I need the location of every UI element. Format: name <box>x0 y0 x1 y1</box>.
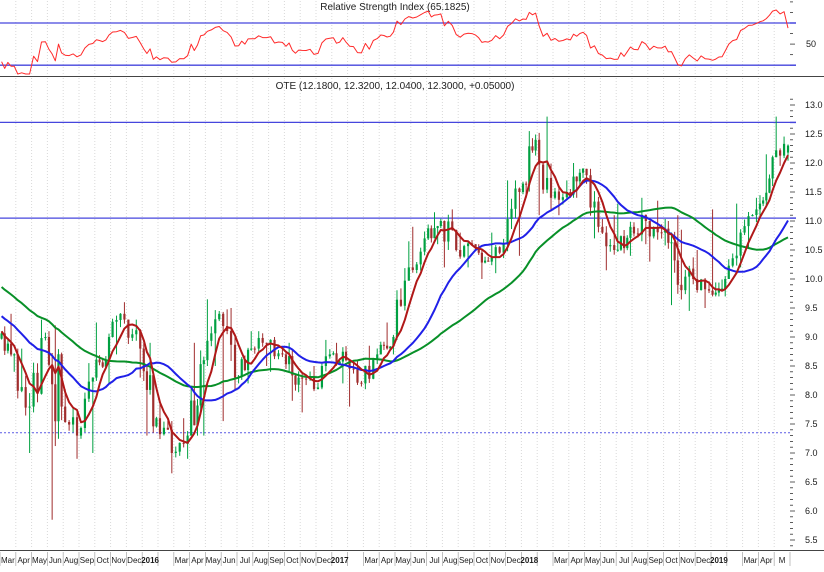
svg-text:11.5: 11.5 <box>805 187 822 197</box>
panel-separators <box>0 76 824 551</box>
x-axis-month-label: Aug <box>254 556 268 565</box>
candlesticks <box>0 116 790 520</box>
svg-text:8.0: 8.0 <box>805 390 818 400</box>
x-axis-month-label: Sep <box>459 556 474 565</box>
x-axis-month-label: Dec <box>127 556 141 565</box>
rsi-line <box>1 9 789 75</box>
x-axis-month-label: Aug <box>443 556 457 565</box>
rsi-level-lines <box>0 22 790 66</box>
x-axis-month-label: Nov <box>680 556 694 565</box>
x-axis-month-label: Oct <box>476 556 489 565</box>
svg-text:7.0: 7.0 <box>805 448 818 458</box>
x-axis-month-label: Oct <box>286 556 299 565</box>
x-axis-month-label: Dec <box>506 556 520 565</box>
svg-text:13.0: 13.0 <box>805 100 823 110</box>
x-axis-month-label: Oct <box>665 556 678 565</box>
svg-text:9.5: 9.5 <box>805 303 818 313</box>
svg-text:6.0: 6.0 <box>805 506 818 516</box>
svg-text:10.0: 10.0 <box>805 274 823 284</box>
x-axis-month-label: Mar <box>554 556 568 565</box>
x-axis-month-label: Apr <box>570 556 583 565</box>
svg-text:7.5: 7.5 <box>805 419 818 429</box>
x-axis-month-label: M <box>779 556 786 565</box>
x-axis-month-label: May <box>32 556 47 565</box>
x-axis-year-label: 2018 <box>520 556 538 565</box>
x-axis-month-label: Mar <box>1 556 15 565</box>
x-axis-year-label: 2019 <box>710 556 728 565</box>
ma-medium-line <box>0 179 789 402</box>
x-axis-month-label: Sep <box>649 556 664 565</box>
ma-fast-line <box>0 154 789 444</box>
ma-medium <box>0 179 789 402</box>
rsi-indicator <box>1 9 789 75</box>
svg-text:8.5: 8.5 <box>805 361 818 371</box>
x-axis-month-label: May <box>585 556 600 565</box>
x-axis-month-label: Apr <box>17 556 30 565</box>
x-axis-month-label: Nov <box>301 556 315 565</box>
x-axis-month-label: Jun <box>223 556 236 565</box>
x-axis-year-label: 2017 <box>331 556 349 565</box>
x-axis-month-label: Jul <box>429 556 439 565</box>
x-axis-month-label: Jul <box>619 556 629 565</box>
x-axis-month-label: May <box>206 556 221 565</box>
x-axis-month-label: Jul <box>240 556 250 565</box>
x-axis-month-label: Aug <box>633 556 647 565</box>
svg-text:5.5: 5.5 <box>805 535 818 545</box>
date-axis: Mar Apr May Jun Aug Sep Oct Nov Dec 2016 Mar Apr May… <box>0 552 791 566</box>
x-axis-month-label: Dec <box>317 556 331 565</box>
x-axis-month-label: Oct <box>96 556 109 565</box>
svg-text:12.0: 12.0 <box>805 158 823 168</box>
x-axis-month-label: Apr <box>191 556 204 565</box>
x-axis-month-label: Jun <box>602 556 615 565</box>
x-axis-month-label: Mar <box>175 556 189 565</box>
x-axis-month-label: Dec <box>696 556 710 565</box>
svg-text:10.5: 10.5 <box>805 245 823 255</box>
x-axis-month-label: Apr <box>381 556 394 565</box>
svg-text:12.5: 12.5 <box>805 129 823 139</box>
x-axis-month-label: Mar <box>364 556 378 565</box>
x-axis-month-label: Nov <box>491 556 505 565</box>
svg-text:9.0: 9.0 <box>805 332 818 342</box>
x-axis-year-label: 2016 <box>141 556 159 565</box>
price-level-lines <box>0 121 790 434</box>
rsi-axis: 50 <box>790 1 816 66</box>
grid-lines <box>15 1 775 549</box>
x-axis-month-label: Sep <box>269 556 284 565</box>
x-axis-month-label: Sep <box>80 556 95 565</box>
svg-text:11.0: 11.0 <box>805 216 822 226</box>
x-axis-month-label: Jun <box>412 556 425 565</box>
x-axis-month-label: Aug <box>64 556 78 565</box>
x-axis-month-label: Jun <box>49 556 62 565</box>
ma-fast <box>0 154 789 444</box>
rsi-axis-label-50: 50 <box>806 39 816 49</box>
svg-text:6.5: 6.5 <box>805 477 818 487</box>
x-axis-month-label: Mar <box>744 556 758 565</box>
price-plot-area[interactable] <box>0 77 790 550</box>
x-axis-month-label: May <box>395 556 410 565</box>
rsi-plot-area[interactable] <box>0 0 790 76</box>
price-axis: 13.0 12.5 12.0 11.5 11.0 10.5 10.0 9.5 9.0 8.5 8.0… <box>790 98 823 547</box>
x-axis-month-label: Apr <box>760 556 773 565</box>
x-axis-month-label: Nov <box>111 556 125 565</box>
